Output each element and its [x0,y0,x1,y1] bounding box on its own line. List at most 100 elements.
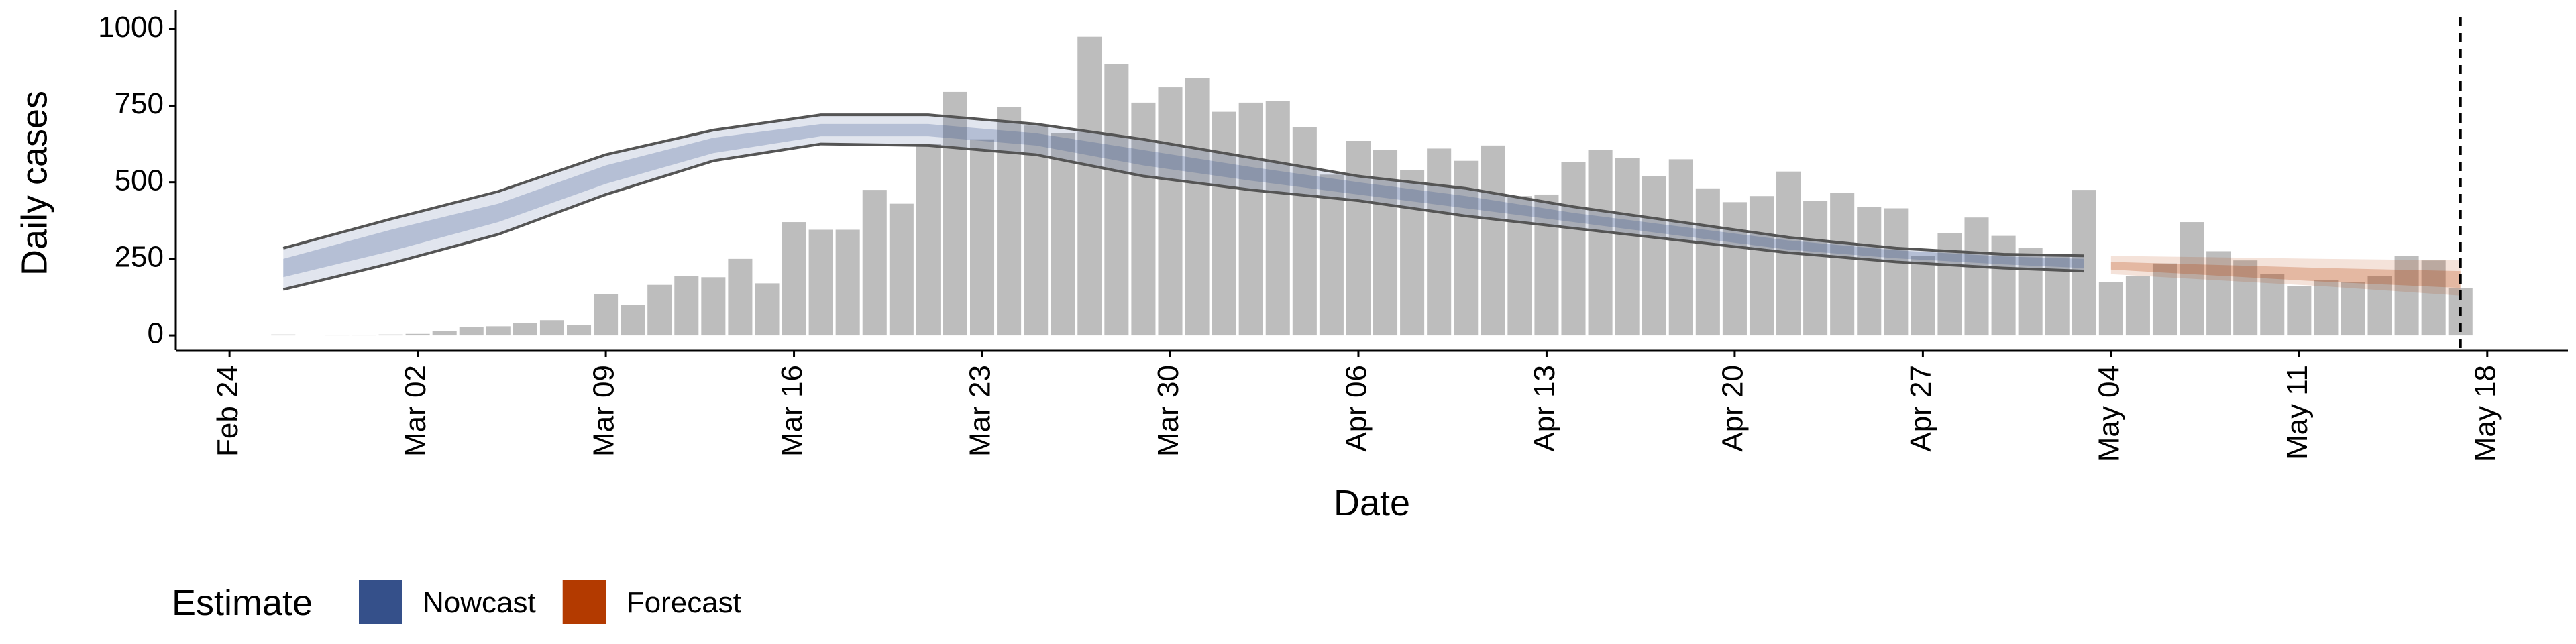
bar [2260,274,2285,336]
bar [1158,87,1183,336]
y-tick-label: 0 [148,317,164,350]
bar [943,91,967,336]
x-tick-label: Mar 09 [588,365,621,457]
bar [1346,141,1371,336]
bar [2367,275,2392,336]
bar [2152,263,2178,336]
x-tick-label: Apr 06 [1340,365,1373,452]
bar [674,275,699,336]
bar [701,277,726,336]
x-tick-label: May 18 [2469,365,2502,462]
bar [1803,201,1828,336]
bar [2314,280,2339,336]
bar [1292,127,1317,336]
y-axis-title: Daily cases [14,91,54,276]
bar [2098,282,2123,336]
bar [1749,196,1774,336]
bar [2045,254,2070,336]
bar [1265,101,1290,336]
legend-label: Nowcast [423,586,536,619]
bar [1615,158,1640,336]
bar [2341,282,2365,336]
bar [2394,256,2419,336]
bar [2018,248,2043,336]
bar [432,331,457,336]
bar [513,323,537,336]
bar [1077,36,1102,336]
x-tick-label: Mar 02 [399,365,432,457]
outer-band [2110,256,2461,296]
bar [1507,196,1532,336]
bar [1319,174,1344,336]
legend-key [359,580,402,624]
bar [2125,275,2150,336]
bar [2206,251,2231,336]
bar [566,325,592,336]
bar [594,294,619,336]
bar [1964,217,1989,336]
bound-line [282,113,2084,258]
bar [2233,260,2258,336]
y-tick-label: 250 [115,240,164,273]
bar [997,107,1022,336]
bar [647,284,672,336]
x-tick-label: Mar 16 [775,365,808,457]
bound-line [282,142,2084,291]
bar [969,139,995,336]
bar [1104,64,1129,336]
bar [1185,78,1210,336]
bar [1884,208,1909,336]
bar [1481,145,1505,336]
bar [862,190,887,336]
x-tick-label: Feb 24 [211,365,244,457]
legend-label: Forecast [627,586,741,619]
bar [835,229,860,336]
bar [808,229,833,336]
bar [1534,194,1559,336]
bar [2287,286,2312,336]
bar [1024,125,1049,336]
x-tick-label: Mar 30 [1152,365,1185,457]
bar [1668,159,1693,336]
bar [1937,233,1962,336]
bar [621,305,645,336]
x-tick-label: May 11 [2281,365,2314,460]
bar [1642,176,1666,336]
bar [2072,190,2096,336]
outer-band [283,115,2084,290]
bar [1857,207,1882,336]
bar [1991,235,2016,336]
bar [782,222,806,336]
bar [539,320,564,336]
bar [1051,133,1075,336]
bar [755,283,780,336]
legend-title: Estimate [172,583,313,623]
bar [2421,260,2446,336]
x-tick-label: Apr 13 [1528,365,1561,452]
bar [405,333,430,336]
x-tick-label: Mar 23 [964,365,997,457]
bar [1561,162,1586,336]
x-tick-label: Apr 20 [1717,365,1750,452]
bar [1911,256,1935,336]
x-axis-title: Date [1334,483,1410,523]
inner-band [2110,262,2461,288]
y-tick-label: 500 [115,164,164,197]
bar [728,258,753,336]
bar [1427,148,1452,336]
bar [889,203,914,336]
bar [486,326,511,336]
y-tick-label: 750 [115,87,164,120]
bar [1722,202,1747,336]
legend-key [562,580,606,624]
bar [1238,102,1263,336]
bar [916,144,941,336]
x-tick-label: May 04 [2092,365,2125,462]
bar [1695,188,1720,336]
bar [1588,150,1613,336]
bar [459,327,484,336]
y-tick-label: 1000 [98,11,164,44]
bar [1830,193,1855,336]
bar [1212,111,1236,336]
